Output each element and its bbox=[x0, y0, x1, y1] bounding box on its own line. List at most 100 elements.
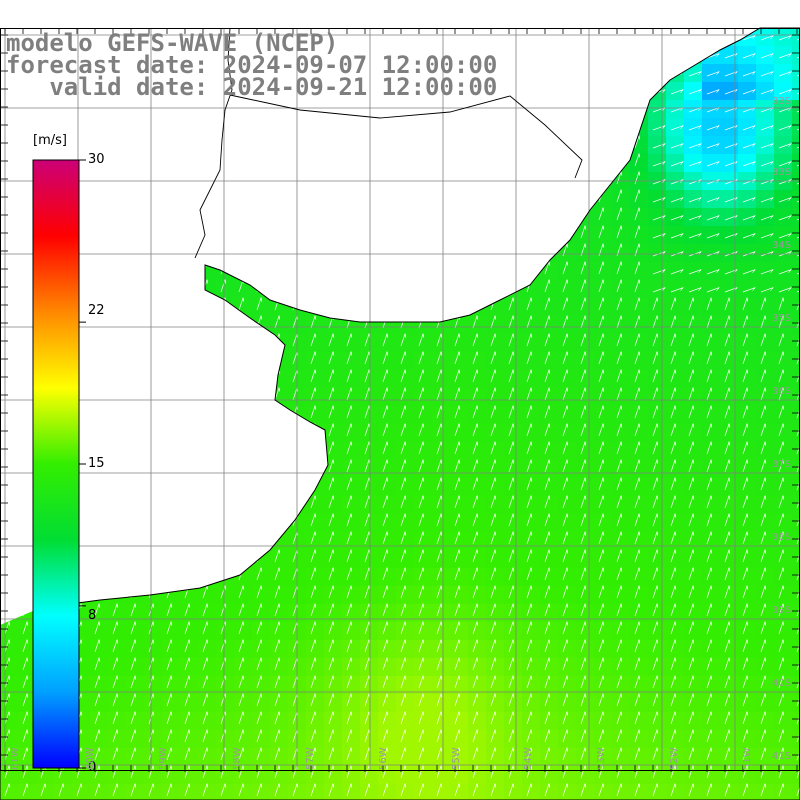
wind-arrow-head bbox=[530, 477, 533, 482]
wind-speed-cell bbox=[234, 352, 252, 370]
wind-arrow bbox=[760, 161, 774, 167]
wind-speed-cell bbox=[702, 244, 720, 262]
wind-speed-cell bbox=[180, 730, 198, 748]
wind-arrow bbox=[508, 207, 514, 221]
wind-arrow-head bbox=[188, 513, 191, 518]
wind-speed-cell bbox=[360, 766, 378, 784]
wind-arrow bbox=[166, 477, 172, 491]
wind-speed-cell bbox=[162, 550, 180, 568]
wind-arrow-head bbox=[422, 225, 425, 230]
wind-arrow-head bbox=[188, 171, 191, 176]
wind-speed-cell bbox=[504, 424, 522, 442]
wind-speed-cell bbox=[216, 532, 234, 550]
wind-speed-cell bbox=[504, 100, 522, 118]
wind-arrow-head bbox=[8, 621, 11, 626]
wind-arrow-head bbox=[566, 315, 569, 320]
wind-speed-cell bbox=[738, 496, 756, 514]
wind-speed-cell bbox=[162, 730, 180, 748]
wind-arrow bbox=[706, 495, 712, 509]
wind-arrow-head bbox=[746, 315, 749, 320]
wind-speed-cell bbox=[342, 388, 360, 406]
wind-arrow-head bbox=[80, 315, 83, 320]
wind-speed-cell bbox=[594, 280, 612, 298]
wind-speed-cell bbox=[0, 658, 18, 676]
wind-speed-cell bbox=[198, 262, 216, 280]
wind-speed-cell bbox=[342, 442, 360, 460]
wind-arrow bbox=[310, 603, 316, 617]
wind-speed-cell bbox=[504, 316, 522, 334]
wind-speed-cell bbox=[162, 676, 180, 694]
wind-speed-cell bbox=[486, 748, 504, 766]
wind-speed-cell bbox=[522, 460, 540, 478]
wind-arrow bbox=[508, 153, 514, 167]
wind-speed-cell bbox=[774, 118, 792, 136]
wind-arrow-head bbox=[44, 117, 47, 122]
wind-speed-cell bbox=[180, 136, 198, 154]
wind-speed-cell bbox=[126, 532, 144, 550]
wind-speed-cell bbox=[612, 352, 630, 370]
wind-speed-cell bbox=[522, 226, 540, 244]
wind-arrow bbox=[526, 603, 532, 617]
wind-arrow-head bbox=[566, 153, 569, 158]
wind-arrow bbox=[706, 477, 712, 491]
wind-arrow bbox=[310, 117, 316, 131]
wind-arrow bbox=[256, 207, 262, 221]
wind-speed-cell bbox=[0, 118, 18, 136]
wind-arrow-head bbox=[386, 567, 389, 572]
wind-arrow bbox=[364, 117, 370, 131]
wind-arrow bbox=[364, 441, 370, 455]
wind-speed-cell bbox=[486, 766, 504, 784]
wind-arrow-head bbox=[116, 279, 119, 284]
wind-arrow bbox=[436, 279, 442, 293]
wind-speed-cell bbox=[612, 550, 630, 568]
wind-speed-cell bbox=[594, 46, 612, 64]
wind-speed-cell bbox=[396, 712, 414, 730]
wind-speed-cell bbox=[792, 514, 800, 532]
wind-arrow bbox=[598, 387, 604, 401]
wind-arrow-head bbox=[476, 405, 479, 410]
wind-arrow-head bbox=[692, 603, 695, 608]
wind-speed-cell bbox=[144, 622, 162, 640]
wind-speed-cell bbox=[486, 280, 504, 298]
wind-speed-cell bbox=[180, 316, 198, 334]
wind-speed-cell bbox=[576, 442, 594, 460]
wind-arrow bbox=[130, 99, 136, 113]
wind-speed-cell bbox=[270, 712, 288, 730]
wind-arrow-head bbox=[386, 225, 389, 230]
wind-speed-cell bbox=[594, 460, 612, 478]
wind-arrow bbox=[598, 459, 604, 473]
wind-arrow-head bbox=[584, 81, 587, 86]
wind-arrow bbox=[616, 315, 622, 329]
wind-speed-cell bbox=[468, 712, 486, 730]
wind-arrow-head bbox=[224, 621, 227, 626]
wind-speed-cell bbox=[396, 460, 414, 478]
wind-speed-cell bbox=[666, 568, 684, 586]
wind-arrow-head bbox=[8, 351, 11, 356]
wind-speed-cell bbox=[216, 262, 234, 280]
wind-speed-cell bbox=[108, 460, 126, 478]
wind-arrow bbox=[364, 549, 370, 563]
wind-arrow-head bbox=[662, 125, 666, 129]
wind-speed-cell bbox=[324, 424, 342, 442]
wind-speed-cell bbox=[558, 28, 576, 46]
wind-arrow bbox=[706, 405, 712, 419]
wind-arrow bbox=[22, 621, 28, 635]
wind-speed-cell bbox=[234, 748, 252, 766]
wind-arrow-head bbox=[314, 387, 317, 392]
wind-speed-cell bbox=[594, 154, 612, 172]
wind-speed-cell bbox=[396, 676, 414, 694]
wind-arrow-head bbox=[242, 495, 245, 500]
wind-speed-cell bbox=[216, 370, 234, 388]
wind-arrow bbox=[130, 549, 136, 563]
wind-speed-cell bbox=[774, 532, 792, 550]
wind-arrow-head bbox=[260, 621, 263, 626]
wind-arrow bbox=[364, 135, 370, 149]
wind-speed-cell bbox=[162, 496, 180, 514]
wind-arrow bbox=[292, 603, 298, 617]
wind-speed-cell bbox=[360, 424, 378, 442]
wind-speed-cell bbox=[324, 658, 342, 676]
wind-arrow bbox=[724, 315, 730, 329]
wind-speed-cell bbox=[414, 550, 432, 568]
wind-arrow-head bbox=[188, 495, 191, 500]
wind-speed-cell bbox=[450, 622, 468, 640]
